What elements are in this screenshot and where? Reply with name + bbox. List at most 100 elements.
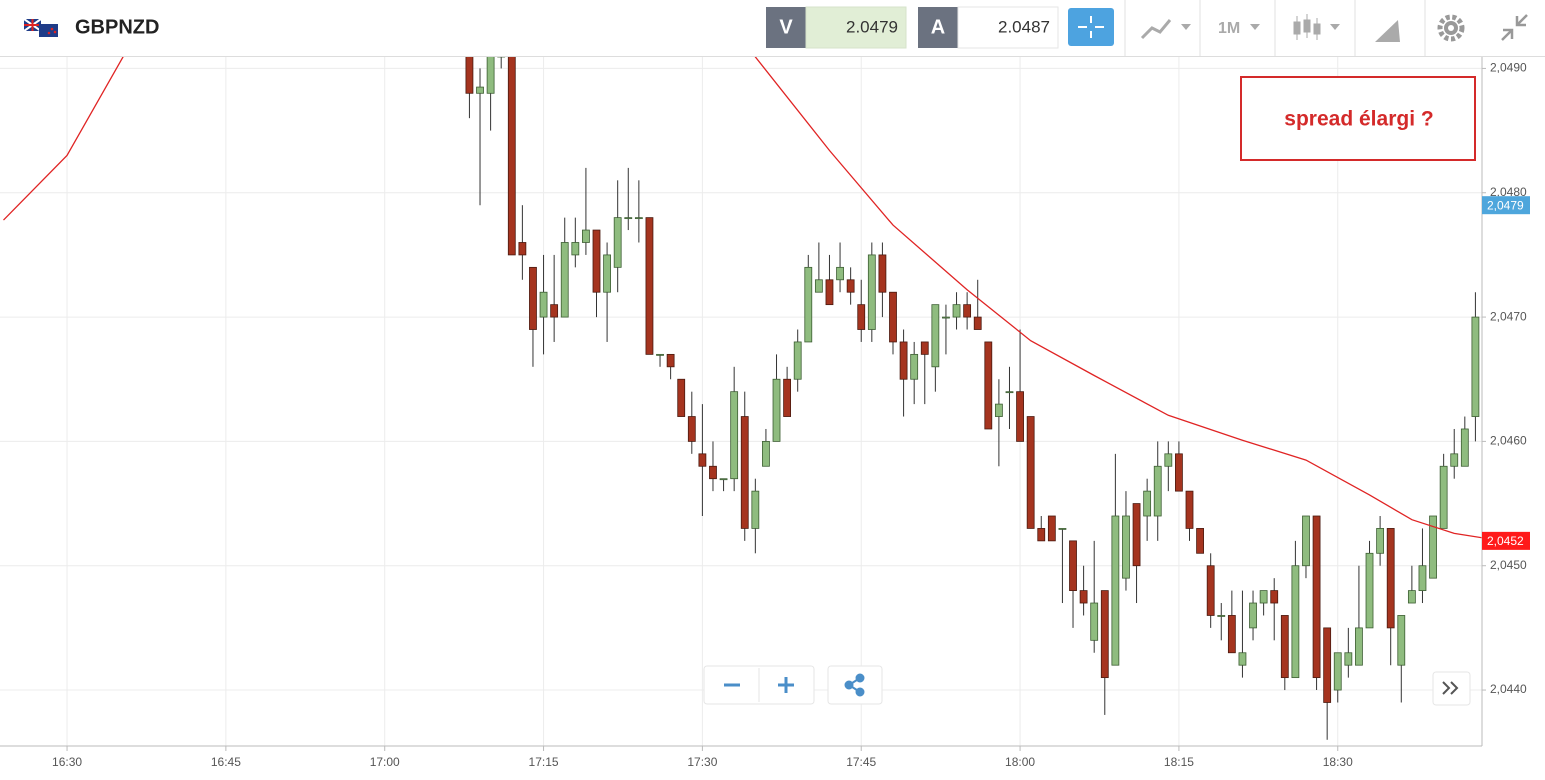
candle-body xyxy=(550,304,559,318)
candle-body xyxy=(1037,528,1046,542)
candle-body xyxy=(1122,515,1130,579)
y-tick-label: 2,0470 xyxy=(1490,309,1527,323)
buy-button[interactable] xyxy=(918,7,958,48)
candle-body xyxy=(1153,465,1162,517)
candle-type-button[interactable] xyxy=(1293,14,1340,40)
scroll-end-button[interactable] xyxy=(1432,671,1471,706)
overlay-line xyxy=(3,57,1482,539)
candle-body xyxy=(529,266,537,330)
candle-body xyxy=(751,490,760,529)
candle-body xyxy=(899,341,908,380)
candle-body xyxy=(1132,503,1141,567)
candle-body xyxy=(836,266,844,281)
candle-body xyxy=(994,403,1003,417)
y-tick-label: 2,0440 xyxy=(1490,682,1527,696)
candle-body xyxy=(1376,528,1385,554)
candle-body xyxy=(878,254,887,293)
price-marker-label: 2,0452 xyxy=(1487,534,1524,548)
candle-body xyxy=(1312,515,1321,679)
separators xyxy=(1124,0,1426,56)
candle-body xyxy=(486,57,495,94)
candle-body xyxy=(825,279,834,306)
candle-body xyxy=(1280,615,1289,679)
candle-body xyxy=(571,242,580,256)
candle-body xyxy=(730,391,739,480)
x-tick-label: 16:45 xyxy=(211,755,241,769)
sell-button[interactable] xyxy=(766,7,806,48)
candle-body xyxy=(634,217,643,220)
buy-price-box[interactable] xyxy=(957,6,1059,49)
candle-body xyxy=(1217,615,1226,617)
candle-body xyxy=(814,279,823,293)
candle-body xyxy=(867,254,876,330)
candle-body xyxy=(804,266,813,343)
candle-body xyxy=(645,217,654,355)
annotation-box xyxy=(1240,76,1476,161)
candle-body xyxy=(1302,515,1310,567)
candle-body xyxy=(1386,528,1395,629)
share-icon[interactable] xyxy=(844,673,865,697)
price-marker-label: 2,0479 xyxy=(1487,198,1524,212)
x-tick-label: 18:30 xyxy=(1323,755,1353,769)
candle-body xyxy=(1365,552,1374,629)
zoom-in[interactable] xyxy=(778,677,794,693)
settings-button[interactable] xyxy=(1437,14,1465,42)
candle-body xyxy=(1164,453,1173,467)
timeframe[interactable]: 1M xyxy=(1218,20,1240,37)
candle-body xyxy=(910,353,919,380)
annotation: spread élargi ? xyxy=(1284,108,1433,131)
sell-label[interactable]: V xyxy=(779,16,793,38)
collapse-button[interactable] xyxy=(1501,14,1528,41)
x-tick-label: 18:15 xyxy=(1164,755,1194,769)
timeframe-caret[interactable] xyxy=(1250,24,1260,30)
candle-body xyxy=(476,86,484,94)
candle-body xyxy=(772,378,781,442)
candle-body xyxy=(656,353,664,356)
candle-body xyxy=(963,304,972,318)
candle-body xyxy=(677,378,686,417)
candle-body xyxy=(1111,515,1120,666)
candle-body xyxy=(1100,590,1109,679)
candle-body xyxy=(973,316,982,330)
candle-body xyxy=(1196,528,1204,554)
candle-body xyxy=(1249,602,1257,629)
candle-body xyxy=(1143,490,1152,517)
candle-body xyxy=(942,316,950,319)
candle-body xyxy=(1227,615,1236,654)
candle-body xyxy=(793,341,802,380)
scroll-end-icon[interactable] xyxy=(1442,681,1459,695)
candle-body xyxy=(1069,540,1077,591)
buy-price[interactable]: 2.0487 xyxy=(998,17,1050,36)
candle-body xyxy=(1185,490,1194,529)
candle-body xyxy=(1058,528,1067,530)
chart-type-button[interactable] xyxy=(1140,19,1191,40)
candle-body xyxy=(931,304,940,368)
candle-body xyxy=(1418,565,1427,591)
sell-price-box[interactable] xyxy=(805,6,907,49)
candle-body xyxy=(666,353,675,368)
candle-body xyxy=(709,465,717,480)
candle-body xyxy=(984,341,993,430)
candle-body xyxy=(1471,316,1480,417)
price-marker xyxy=(1482,531,1530,550)
candle-body xyxy=(687,416,696,442)
candle-body xyxy=(1175,453,1183,492)
candle-body xyxy=(613,217,622,268)
drawing-button[interactable] xyxy=(1375,20,1400,42)
candle-body xyxy=(698,453,707,467)
buy-label[interactable]: A xyxy=(931,16,945,38)
candle-body xyxy=(582,229,590,243)
zoom-controls xyxy=(703,665,1471,706)
candle-body xyxy=(1090,602,1099,641)
candle-body xyxy=(1026,416,1035,529)
x-tick-label: 16:30 xyxy=(52,755,82,769)
candle-body xyxy=(1344,652,1353,666)
candle-body xyxy=(762,441,770,467)
price-marker xyxy=(1482,196,1530,215)
candle-body xyxy=(1079,590,1088,604)
crosshair-button[interactable] xyxy=(1068,8,1114,46)
sell-price[interactable]: 2.0479 xyxy=(846,17,898,36)
share-box[interactable] xyxy=(827,665,883,705)
candle-body xyxy=(592,229,601,293)
